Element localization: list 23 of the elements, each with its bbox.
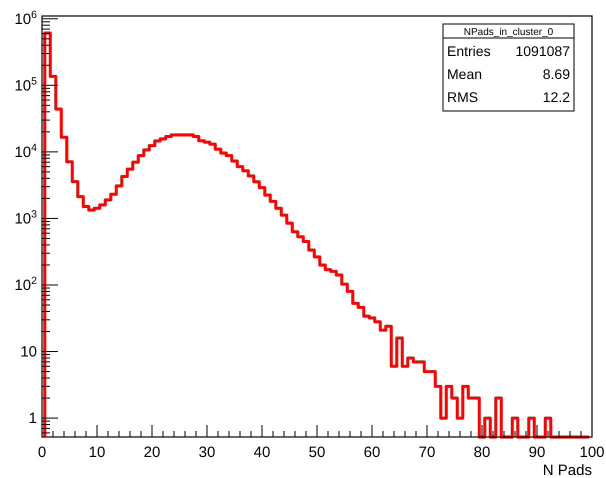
x-tick-label: 100: [579, 444, 605, 461]
y-tick-label: 10$^{2}$: [14, 274, 38, 294]
y-tick-label: 10$^{3}$: [14, 208, 38, 228]
x-tick-label: 90: [528, 444, 546, 461]
y-tick-label: 10$^{5}$: [14, 75, 38, 94]
text: Entries 1091087: [447, 43, 570, 59]
y-tick-label: 10$^{4}$: [14, 142, 38, 161]
x-tick-label: 70: [418, 444, 436, 461]
x-tick-label: 80: [474, 444, 490, 461]
x-tick-label: 60: [364, 444, 380, 461]
x-tick-label: 30: [198, 444, 216, 461]
text: Mean 8.69: [447, 66, 570, 82]
y-tick-label: 1: [28, 410, 37, 428]
annotation: NPads_in_cluster_0: [464, 27, 554, 38]
x-axis-title: N Pads: [542, 462, 592, 478]
y-tick-label: 10$^{6}$: [14, 8, 38, 28]
x-tick-label: 50: [308, 444, 326, 461]
y-tick-label: 10: [20, 344, 37, 361]
x-tick-label: 40: [254, 444, 270, 461]
x-tick-label: 10: [88, 444, 106, 461]
x-tick-label: 20: [144, 444, 160, 461]
x-tick-label: 0: [38, 444, 46, 461]
text: RMS 12.2: [447, 89, 570, 105]
